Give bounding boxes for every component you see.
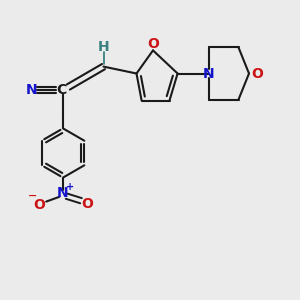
Text: +: + <box>66 182 75 192</box>
Text: −: − <box>28 191 38 201</box>
Text: O: O <box>34 198 46 212</box>
Text: H: H <box>98 40 109 54</box>
Text: C: C <box>57 83 67 97</box>
Text: O: O <box>251 67 263 80</box>
Text: N: N <box>203 67 214 80</box>
Text: O: O <box>81 197 93 211</box>
Text: O: O <box>147 37 159 51</box>
Text: N: N <box>26 83 37 97</box>
Text: N: N <box>57 186 69 200</box>
